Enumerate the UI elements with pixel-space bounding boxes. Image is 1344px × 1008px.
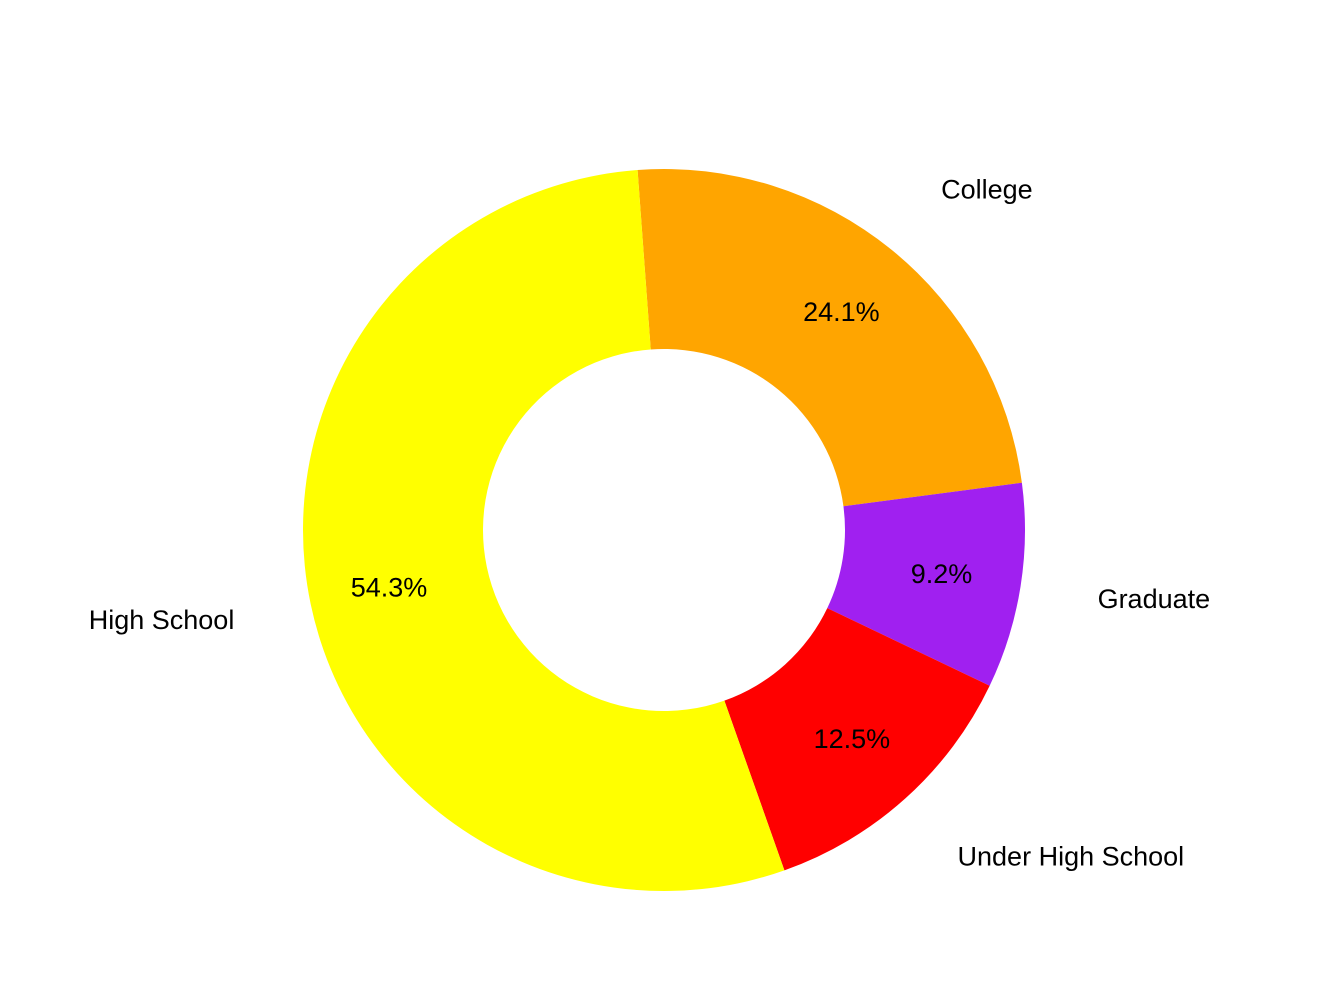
- slice-under-high-school: [724, 608, 990, 871]
- category-label: High School: [89, 605, 235, 635]
- slices-layer: [302, 168, 1025, 891]
- category-label: College: [941, 174, 1033, 204]
- slice-graduate: [827, 482, 1025, 686]
- category-label: Graduate: [1098, 584, 1211, 614]
- category-label: Under High School: [958, 841, 1185, 871]
- percent-label: 12.5%: [814, 724, 891, 754]
- slice-high-school: [302, 169, 785, 891]
- percent-label: 24.1%: [803, 297, 880, 327]
- percent-labels-layer: 24.1% 9.2% 12.5% 54.3%: [351, 297, 973, 754]
- category-labels-layer: College Graduate Under High School High Sch…: [89, 174, 1210, 871]
- percent-label: 9.2%: [911, 559, 973, 589]
- percent-label: 54.3%: [351, 573, 428, 603]
- slice-college: [637, 168, 1022, 507]
